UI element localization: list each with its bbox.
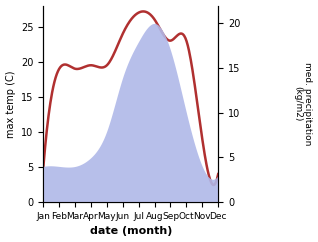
- Y-axis label: med. precipitation
(kg/m2): med. precipitation (kg/m2): [293, 62, 313, 145]
- Y-axis label: max temp (C): max temp (C): [5, 70, 16, 138]
- X-axis label: date (month): date (month): [90, 227, 172, 236]
